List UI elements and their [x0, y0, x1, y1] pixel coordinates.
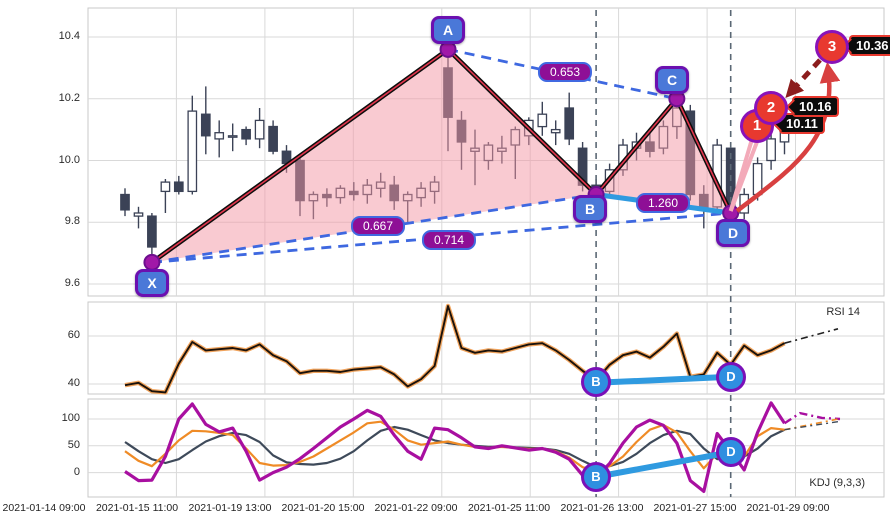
pattern-fill-xab — [151, 49, 597, 263]
pattern-point-badge-c[interactable]: C — [655, 66, 689, 94]
pattern-point-badge-a[interactable]: A — [431, 16, 465, 44]
candle-body — [200, 113, 211, 137]
rsi-forecast — [784, 328, 839, 344]
price-axis-label: 9.6 — [64, 277, 80, 289]
candle-body — [133, 212, 144, 217]
pattern-fill-bcd — [596, 98, 731, 213]
kdj-axis-label: 0 — [73, 465, 80, 478]
time-axis-label: 2021-01-15 11:00 — [95, 502, 179, 514]
kdj-marker-b[interactable]: B — [581, 462, 611, 492]
candle-body — [268, 125, 278, 152]
candle-body — [187, 110, 198, 193]
time-axis-label: 2021-01-14 09:00 — [2, 502, 86, 514]
event-lines — [595, 10, 732, 497]
target-circle-3[interactable]: 3 — [815, 30, 849, 64]
candle-body — [766, 138, 776, 162]
time-axis-label: 2021-01-27 15:00 — [653, 502, 737, 514]
price-axis-label: 10.4 — [58, 30, 80, 42]
time-axis-label: 2021-01-29 09:00 — [746, 502, 830, 514]
candle-body — [214, 132, 225, 140]
target-circle-2[interactable]: 2 — [754, 91, 788, 125]
fib-dashed-line — [447, 47, 678, 101]
time-axis-label: 2021-01-19 13:00 — [188, 502, 272, 514]
kdj-axis-label: 100 — [61, 412, 80, 424]
rsi-plot — [124, 303, 839, 395]
price-axis-label: 10.0 — [58, 153, 80, 166]
pattern-leg-core — [151, 48, 449, 264]
pattern-leg-core — [595, 98, 678, 195]
kdj-bd-line — [593, 449, 734, 480]
rsi-marker-d[interactable]: D — [716, 362, 746, 392]
time-axis-label: 2021-01-26 13:00 — [560, 502, 644, 514]
pattern-leg-core — [676, 98, 732, 214]
dashed-arrow-3-to-2 — [785, 58, 822, 98]
time-axis-label: 2021-01-22 09:00 — [374, 502, 458, 514]
ratio-badge-ac[interactable]: 0.653 — [537, 62, 593, 82]
kdj-axis-label: 50 — [67, 438, 80, 451]
price-axis-label: 10.2 — [58, 91, 80, 104]
rsi-line — [124, 305, 785, 394]
candle-body — [227, 135, 238, 138]
time-axis-label: 2021-01-25 11:00 — [467, 502, 551, 514]
harmonic-pattern — [143, 40, 740, 271]
curved-arrow-d-to-3 — [735, 61, 841, 213]
rsi-name-label: RSI 14 — [826, 306, 860, 318]
candle-body — [537, 113, 548, 128]
candle-body — [173, 181, 184, 193]
candle-body — [120, 193, 130, 211]
candle-body — [160, 181, 171, 193]
kdj-k-forecast — [784, 418, 839, 431]
rsi-marker-b[interactable]: B — [581, 367, 611, 397]
pattern-leg-core — [447, 48, 597, 196]
pattern-point-badge-d[interactable]: D — [716, 219, 750, 247]
rsi-axis-label: 40 — [67, 377, 80, 389]
target-price-tag-2[interactable]: 10.16 — [792, 96, 839, 117]
rsi-axis-label: 60 — [67, 329, 80, 341]
kdj-j-line — [124, 401, 786, 493]
pattern-point-dot — [439, 40, 457, 58]
price-axis-label: 9.8 — [64, 215, 80, 228]
candle-body — [147, 215, 157, 248]
target-price-tag-1[interactable]: 10.11 — [779, 113, 825, 134]
target-price-tag-3[interactable]: 10.36 — [849, 35, 890, 56]
pattern-point-badge-x[interactable]: X — [135, 269, 169, 297]
candle-body — [241, 128, 251, 140]
pattern-point-dot — [143, 253, 161, 271]
kdj-k-line — [124, 420, 785, 472]
kdj-d-forecast — [784, 420, 839, 431]
pattern-point-badge-b[interactable]: B — [573, 195, 607, 223]
ratio-badge-bd[interactable]: 1.260 — [635, 193, 691, 213]
candle-body — [254, 119, 265, 140]
ratio-badge-xb[interactable]: 0.667 — [350, 216, 406, 236]
ratio-badge-xd[interactable]: 0.714 — [421, 230, 477, 250]
kdj-plot — [124, 401, 841, 493]
rsi-bd-line — [593, 373, 734, 386]
time-axis-label: 2021-01-20 15:00 — [281, 502, 365, 514]
candle-body — [752, 162, 763, 196]
kdj-name-label: KDJ (9,3,3) — [809, 477, 865, 489]
candle-body — [550, 128, 561, 134]
kdj-marker-d[interactable]: D — [716, 437, 746, 467]
candle-body — [564, 107, 575, 140]
